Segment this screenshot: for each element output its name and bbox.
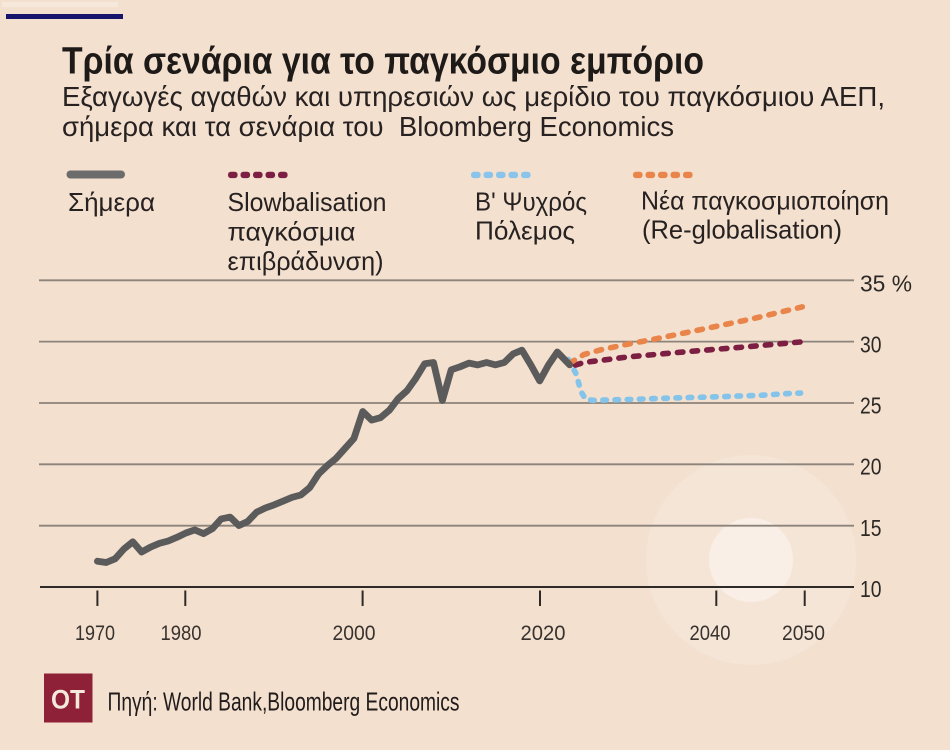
svg-text:25: 25: [860, 393, 882, 419]
svg-text:παγκόσμια: παγκόσμια: [228, 217, 356, 247]
svg-text:Εξαγωγές αγαθών και υπηρεσιών: Εξαγωγές αγαθών και υπηρεσιών ως μερίδιο…: [62, 81, 885, 112]
svg-text:15: 15: [860, 515, 882, 541]
svg-text:30: 30: [860, 332, 882, 358]
svg-text:2000: 2000: [333, 621, 376, 645]
svg-text:Πηγή: World Bank,Bloomberg Eco: Πηγή: World Bank,Bloomberg Economics: [108, 687, 460, 717]
svg-text:2020: 2020: [521, 621, 566, 645]
svg-text:Σήμερα: Σήμερα: [68, 187, 155, 217]
svg-text:10: 10: [860, 576, 882, 602]
svg-text:επιβράδυνση): επιβράδυνση): [228, 246, 384, 276]
svg-text:20: 20: [860, 454, 882, 480]
svg-text:1970: 1970: [75, 621, 115, 645]
svg-text:Β' Ψυχρός: Β' Ψυχρός: [475, 187, 587, 217]
svg-text:OT: OT: [51, 685, 85, 715]
svg-text:2050: 2050: [782, 621, 825, 645]
svg-text:σήμερα και τα σενάρια του Blo: σήμερα και τα σενάρια του Bloomberg Econ…: [62, 111, 674, 142]
svg-text:(Re-globalisation): (Re-globalisation): [642, 215, 842, 245]
svg-text:Τρία σενάρια για το παγκόσμιο: Τρία σενάρια για το παγκόσμιο εμπόριο: [62, 41, 704, 83]
svg-text:Slowbalisation: Slowbalisation: [228, 187, 387, 217]
svg-text:1980: 1980: [161, 621, 202, 645]
svg-text:Νέα παγκοσμιοποίηση: Νέα παγκοσμιοποίηση: [641, 186, 889, 216]
svg-text:2040: 2040: [690, 621, 731, 645]
svg-text:35 %: 35 %: [860, 271, 912, 297]
svg-text:Πόλεμος: Πόλεμος: [475, 216, 575, 246]
